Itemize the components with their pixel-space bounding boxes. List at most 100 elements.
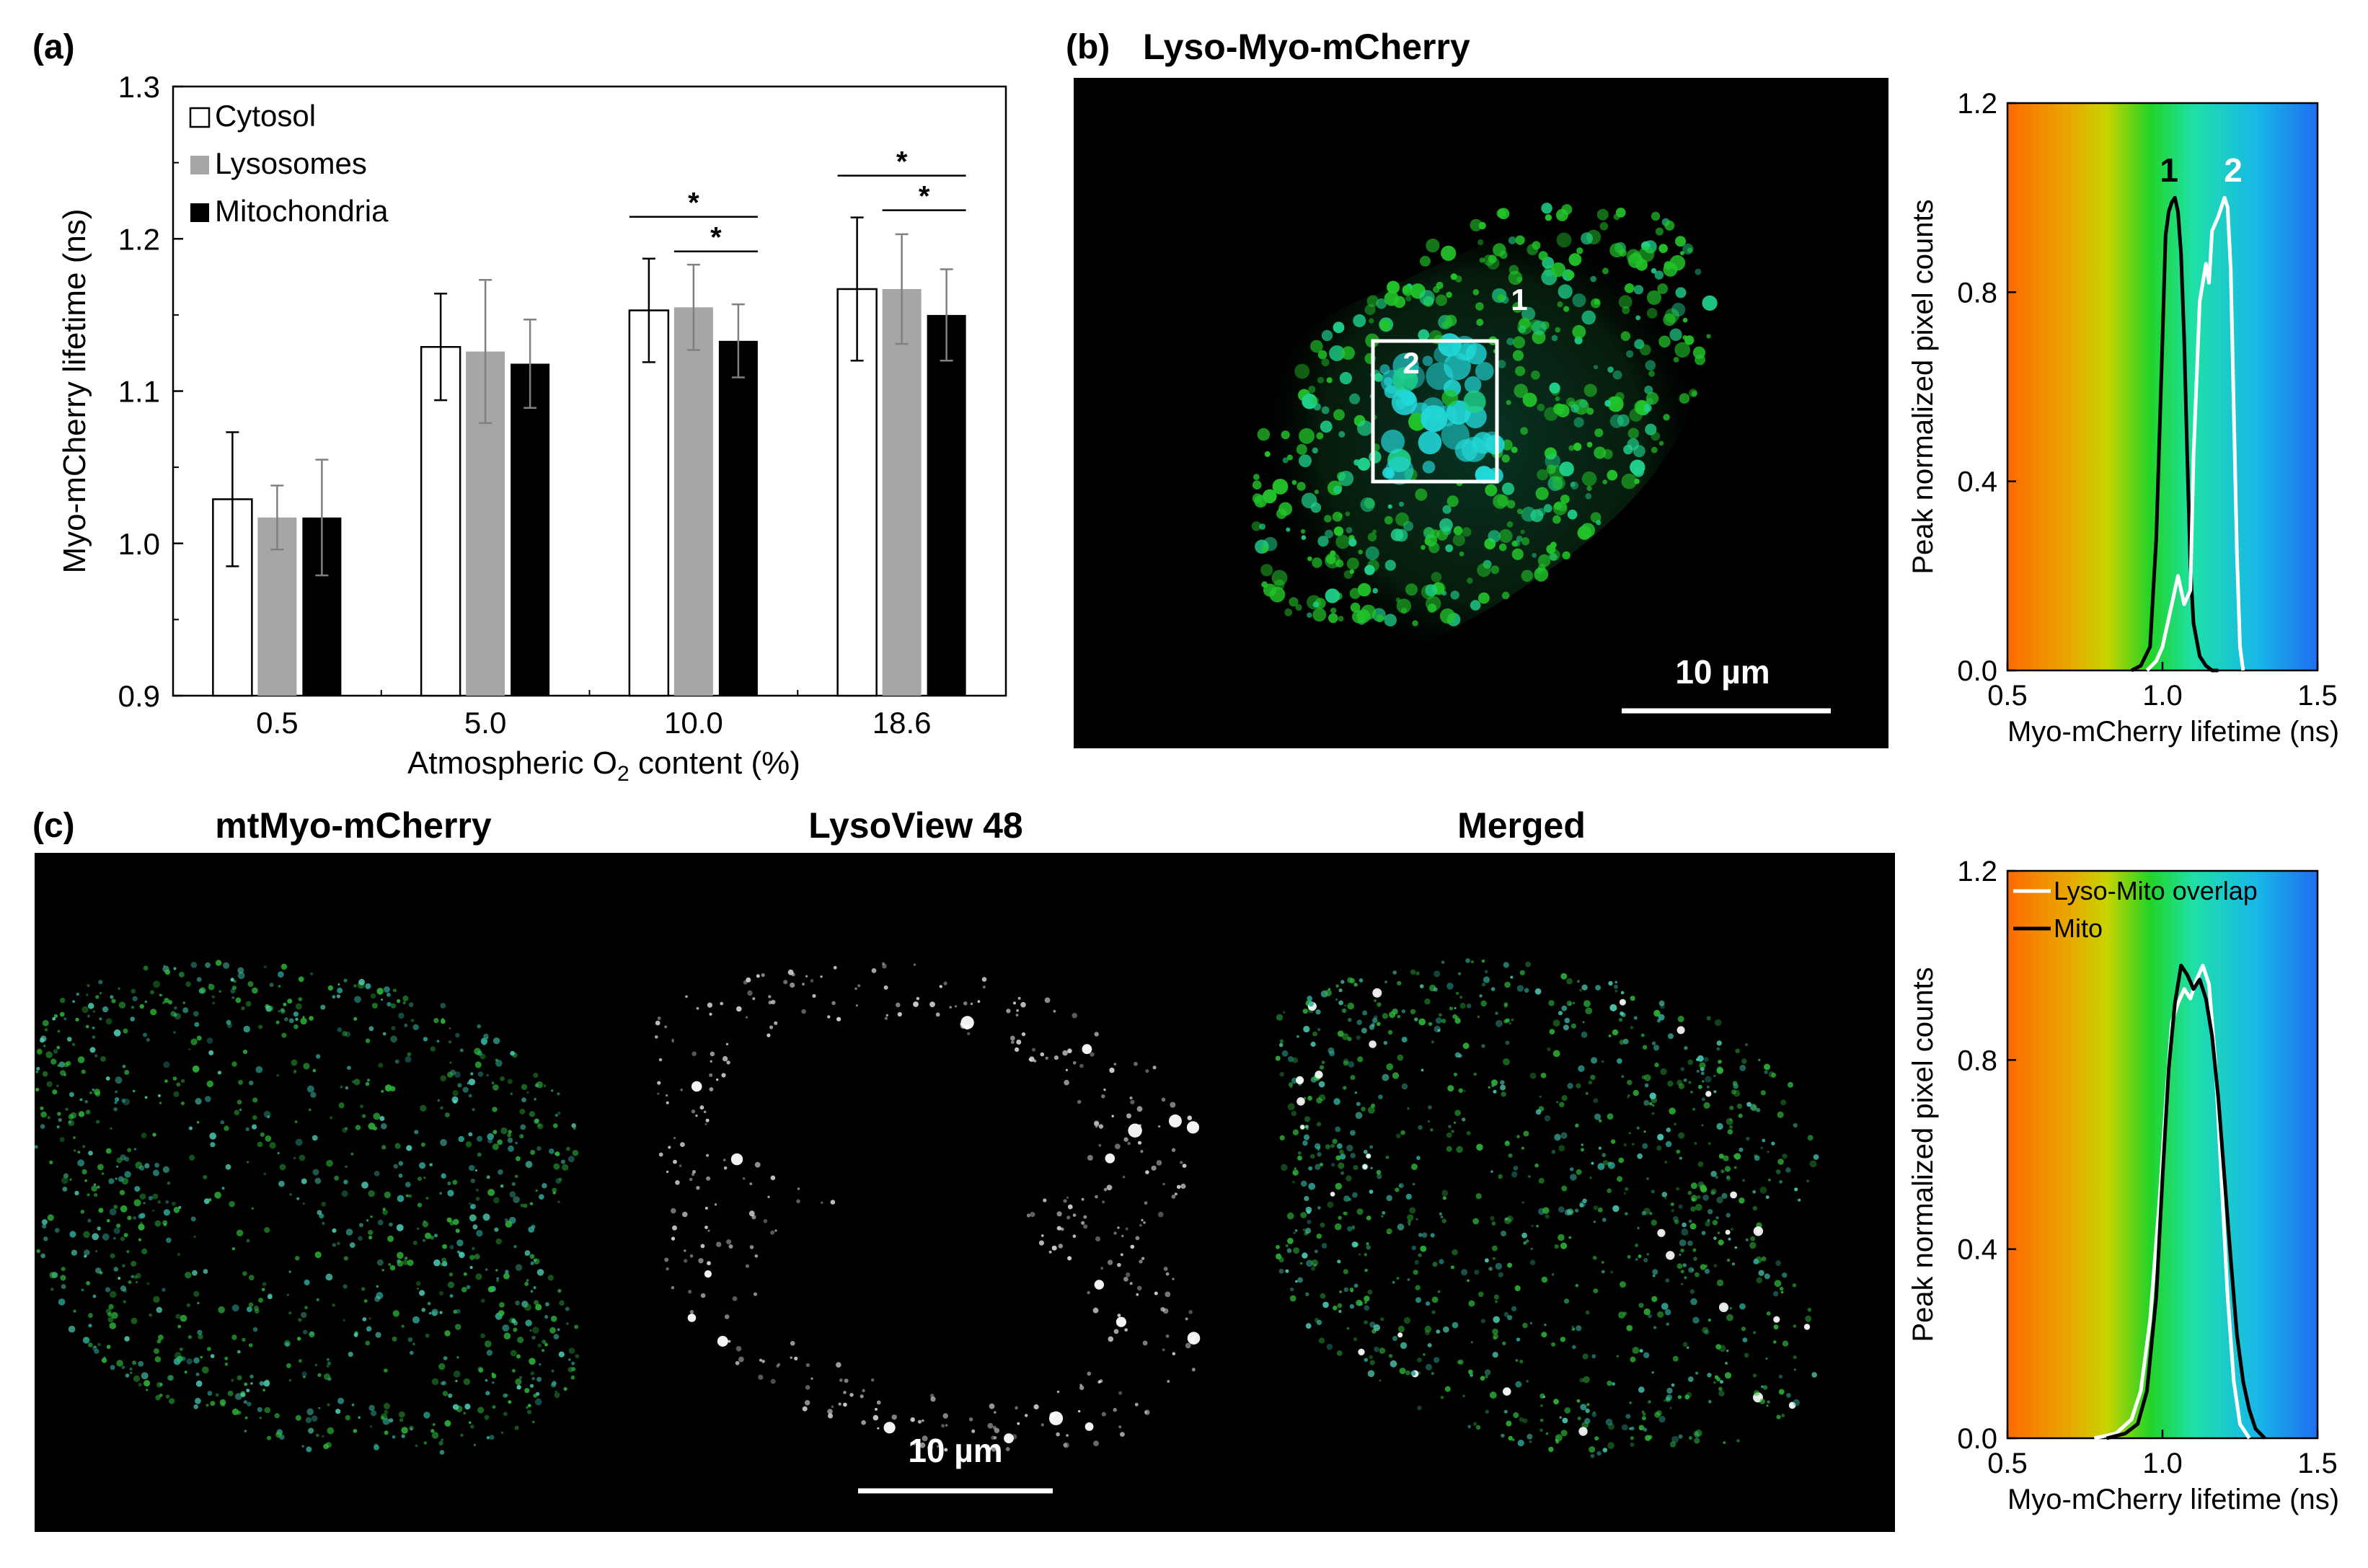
lyso-dot [655,1035,658,1039]
mito-dot [1635,1244,1639,1247]
mito-dot [1303,1025,1310,1033]
mito-dot [551,1369,555,1373]
mito-dot [389,1222,393,1227]
mito-dot [1415,1285,1421,1290]
mito-dot [86,1281,90,1285]
mito-dot [144,1000,147,1004]
lyso-dot [897,1011,902,1017]
lyso-dot [770,1230,775,1235]
mito-dot [492,1405,496,1409]
mito-dot [312,1068,317,1073]
mito-dot [311,1415,318,1422]
lyso-dot [770,1378,776,1384]
lyso-dot [838,1402,841,1406]
mito-dot [82,1145,86,1148]
vesicle-dot [1679,393,1690,404]
lyso-dot [710,1051,715,1057]
mito-dot [109,1322,117,1329]
mito-dot [474,1047,481,1055]
mito-dot [1581,984,1588,991]
mito-dot [1562,1417,1568,1424]
mito-dot [343,1284,348,1289]
mito-dot [1522,1322,1528,1329]
mito-dot [142,1032,147,1037]
mito-dot [374,1295,381,1302]
mito-dot [1417,1357,1422,1363]
mito-dot [1786,1393,1791,1398]
mito-dot [1706,1016,1711,1021]
mito-dot [303,1063,310,1070]
mito-dot [215,960,222,966]
mito-dot [1756,1277,1762,1284]
mito-dot [1767,1400,1770,1404]
mito-dot [192,1270,198,1276]
vesicle-dot [1259,523,1265,530]
legend-swatch-mitochondria [190,203,209,222]
mito-dot [172,1201,176,1206]
mito-dot [169,1398,175,1404]
mito-dot [1351,1241,1358,1248]
overlap-dot [1300,1125,1305,1130]
mito-dot [1724,1372,1732,1379]
lyso-dot [1056,1432,1060,1437]
mito-dot [1440,1396,1444,1399]
lyso-dot [1094,1120,1100,1126]
vesicle-dot [1338,430,1346,438]
vesicle-dot [1551,262,1566,278]
mito-dot [1451,1130,1454,1133]
lyso-dot [753,1292,758,1296]
mito-dot [288,1311,292,1315]
mito-dot [1525,961,1531,967]
mito-dot [1321,1243,1327,1249]
mito-dot [1483,976,1490,983]
vesicle-dot [1552,477,1565,490]
mito-dot [67,1037,72,1042]
vesicle-dot [1286,527,1291,532]
mito-dot [389,1264,396,1271]
mito-dot [1493,1089,1497,1094]
lyso-dot [836,1016,841,1022]
lyso-dot [1118,1391,1123,1395]
mito-dot [1279,1071,1284,1077]
mito-dot [423,1412,430,1419]
mito-dot [182,1007,189,1014]
mito-dot [190,1216,196,1222]
mito-dot [1599,1119,1602,1122]
mito-dot [1485,1409,1489,1414]
vesicle-dot [1664,220,1675,231]
roi-box-2 [1371,339,1499,484]
mito-dot [1514,1285,1521,1292]
vesicle-dot [1508,270,1523,285]
mito-dot [515,1264,523,1271]
mito-dot [301,1178,307,1184]
vesicle-dot [1402,285,1411,294]
mito-dot [105,1148,112,1154]
mito-dot [98,980,103,985]
mito-dot [92,1233,100,1241]
mito-dot [1488,1086,1490,1089]
mito-dot [1628,1132,1631,1135]
lyso-dot [1145,1170,1149,1174]
mito-dot [264,1407,271,1414]
mito-dot [41,1219,48,1226]
mito-dot [236,1229,244,1236]
lyso-dot [1185,1342,1191,1349]
vesicle-dot [1369,318,1374,324]
mito-dot [1620,1281,1626,1288]
mito-dot [1707,1399,1712,1404]
lyso-dot [707,1229,710,1232]
mito-dot [1340,1153,1346,1160]
mito-dot [1281,1164,1288,1171]
vesicle-dot [1418,430,1442,455]
mito-dot [1356,1208,1364,1215]
mito-dot [1366,1215,1371,1221]
mito-dot [1704,1268,1710,1274]
mito-dot [189,1154,195,1161]
mito-dot [1427,1343,1432,1347]
lyso-dot [747,990,753,996]
mito-dot [543,1084,547,1088]
mito-dot [263,965,267,969]
mito-dot [402,995,409,1002]
mito-dot [1369,1024,1375,1030]
mito-dot [52,1016,56,1021]
